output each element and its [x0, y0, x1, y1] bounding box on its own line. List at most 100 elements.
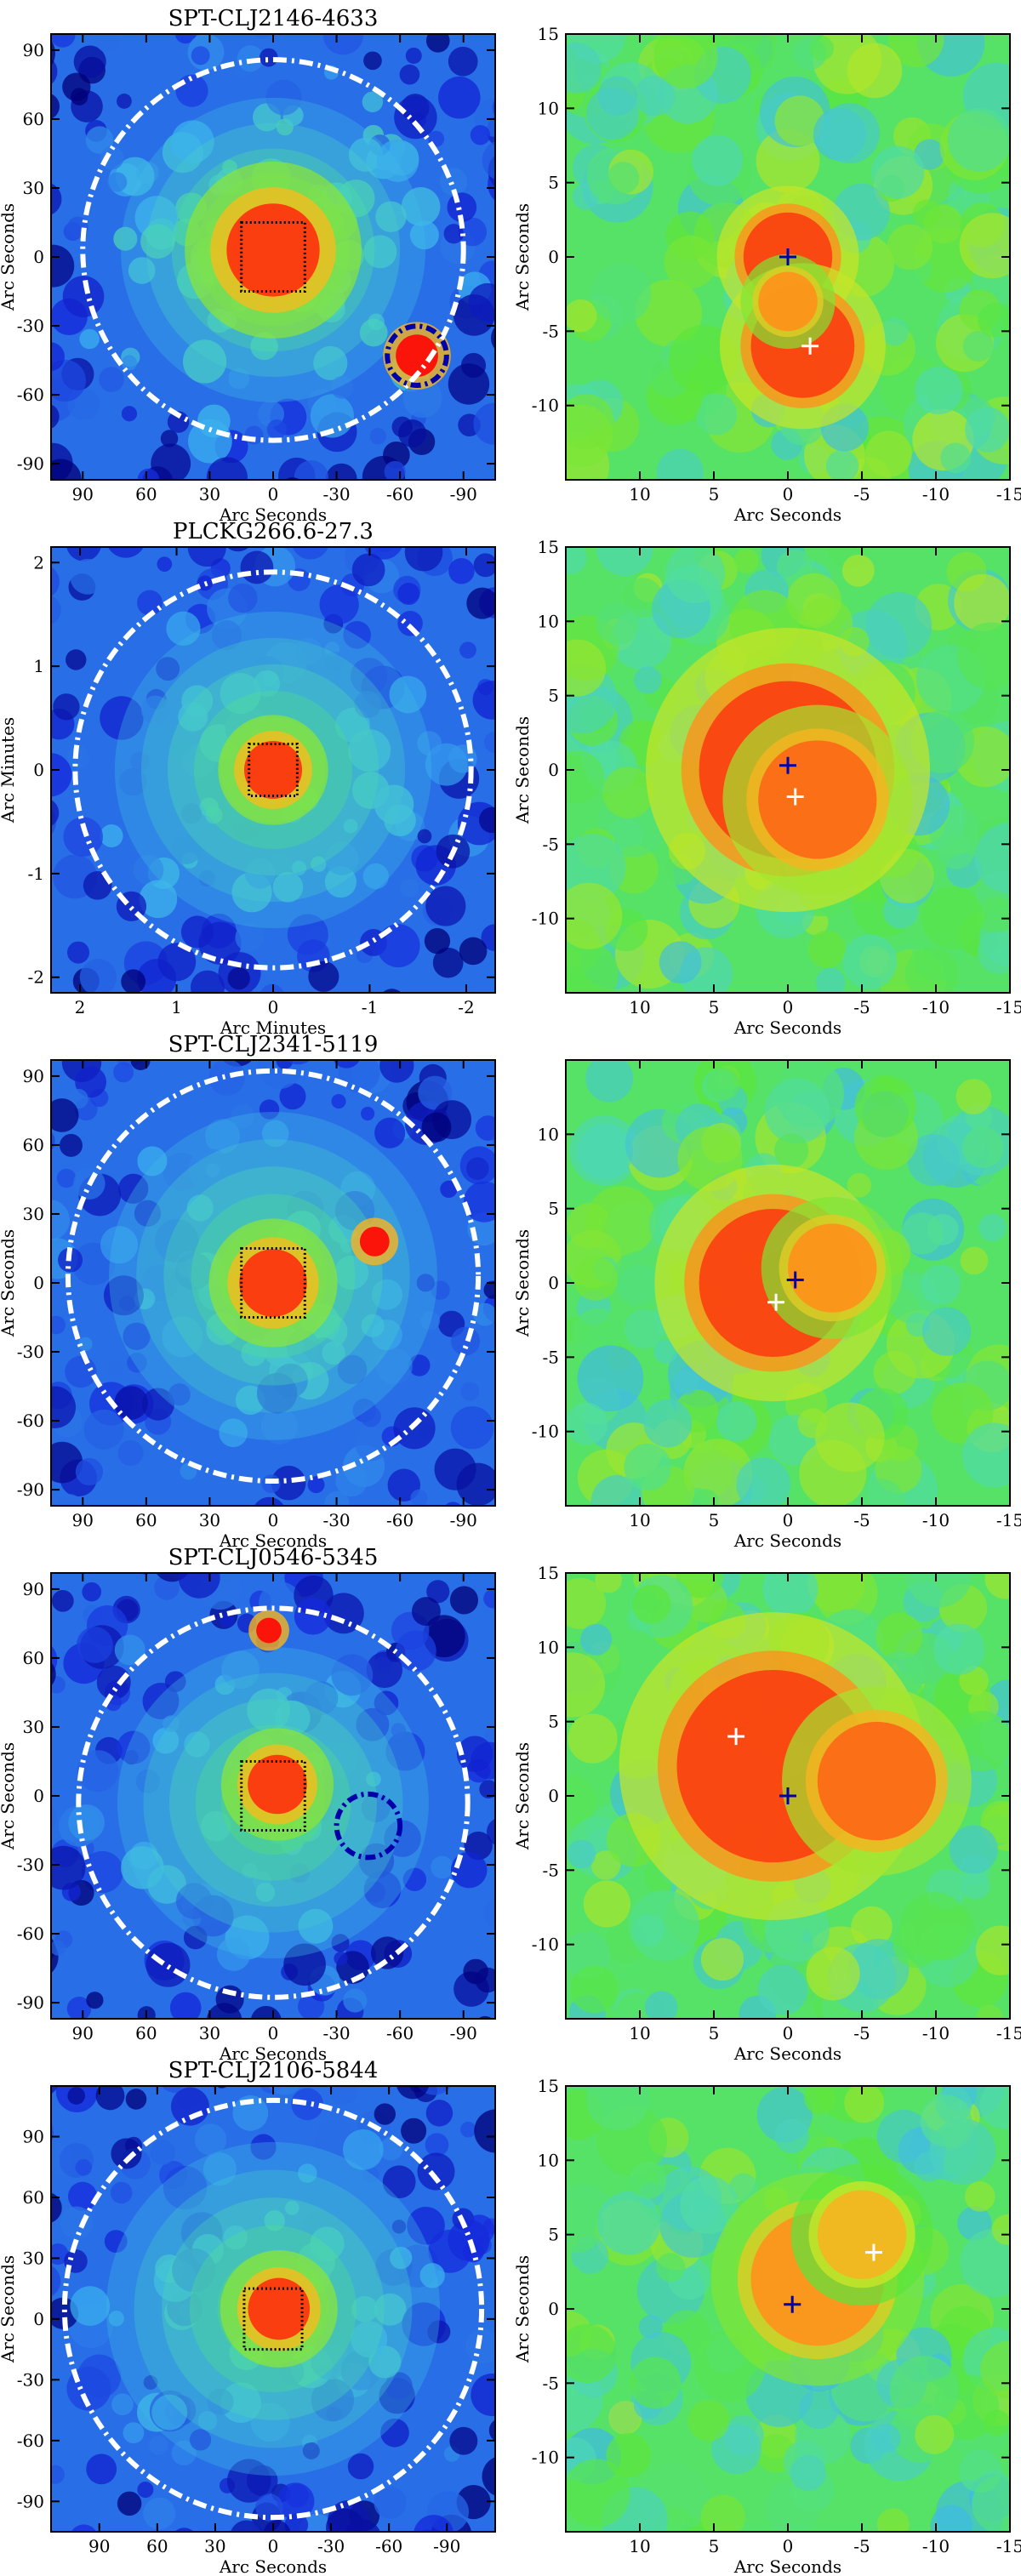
wide-field-panel: 2 1 0 -1 -2 2 1 0 -1 -2 Arc Minutes Arc Minutes	[0, 546, 496, 1038]
x-tick-label: 10	[629, 2023, 650, 2043]
x-tick-label: 0	[268, 2536, 279, 2556]
x-tick-label: -5	[853, 1510, 870, 1530]
zoom-region-box	[248, 743, 299, 797]
figure-row: SPT-CLJ2146-4633 90 60 30 0 -30 -60 -90 90 60 30 0 -…	[0, 6, 1021, 525]
x-tick-label: 0	[783, 997, 794, 1017]
position-cross-marker	[779, 1787, 796, 1804]
x-tick-label: 0	[783, 1510, 794, 1530]
x-tick-label: -30	[322, 2023, 350, 2043]
x-tick-label: 10	[629, 2536, 650, 2556]
x-tick-label: -5	[853, 484, 870, 504]
x-tick-label: -2	[458, 997, 474, 1017]
y-tick-label: 15	[538, 1563, 559, 1583]
extraction-circle	[61, 2097, 485, 2521]
y-axis-label: Arc Seconds	[512, 2255, 533, 2363]
y-tick-label: 30	[23, 178, 44, 198]
y-tick-label: 0	[33, 1273, 44, 1293]
y-tick-label: 5	[548, 686, 559, 706]
sky-image	[566, 1573, 1010, 2019]
sky-image	[51, 1573, 495, 2019]
x-tick-label: 0	[268, 484, 279, 504]
y-tick-label: 90	[23, 2127, 44, 2147]
x-axis-label: Arc Seconds	[733, 2556, 841, 2576]
x-axis-label: Arc Seconds	[219, 2556, 327, 2576]
y-tick-label: 60	[23, 109, 44, 129]
y-tick-label: 0	[33, 760, 44, 780]
x-tick-label: 0	[783, 2023, 794, 2043]
y-tick-label: 60	[23, 2187, 44, 2208]
y-tick-label: 1	[33, 656, 44, 676]
y-axis-label: Arc Seconds	[512, 203, 533, 311]
y-axis-label: Arc Seconds	[512, 1229, 533, 1337]
x-tick-label: 30	[199, 2023, 220, 2043]
y-tick-label: -5	[543, 1860, 559, 1880]
y-tick-label: 0	[33, 247, 44, 267]
position-cross-marker	[767, 1293, 785, 1311]
y-tick-label: -10	[532, 1422, 559, 1442]
sky-image	[51, 2086, 495, 2532]
y-tick-label: 2	[33, 552, 44, 573]
y-tick-label: 10	[538, 611, 559, 631]
x-tick-label: 0	[268, 2023, 279, 2043]
point-source	[359, 1226, 390, 1257]
y-axis-label: Arc Seconds	[512, 1742, 533, 1850]
figure-row: SPT-CLJ0546-5345 90 60 30 0 -30 -60 -90 90 60 30 0 -…	[0, 1545, 1021, 2064]
cluster-title: SPT-CLJ2106-5844	[168, 2058, 379, 2083]
y-tick-label: 5	[548, 1712, 559, 1732]
cluster-title: SPT-CLJ2341-5119	[168, 1032, 379, 1057]
position-cross-marker	[786, 788, 804, 806]
y-tick-label: 5	[548, 173, 559, 193]
cluster-title: SPT-CLJ2146-4633	[168, 6, 379, 31]
cluster-core	[248, 2277, 311, 2340]
zoom-panel: 10 5 0 -5 -10 -15 15 10 5 0 -5 -10 Arc Seconds Arc Se…	[512, 2076, 1021, 2576]
zoom-region-box	[240, 1759, 306, 1832]
x-tick-label: -60	[375, 2536, 402, 2556]
emission-peak	[817, 2190, 907, 2279]
zoom-panel: 10 5 0 -5 -10 -15 10 5 0 -5 -10 Arc Seconds Arc Seco…	[512, 1059, 1021, 1551]
x-tick-label: 0	[268, 997, 279, 1017]
sky-image	[566, 1060, 1010, 1506]
zoom-panel: 10 5 0 -5 -10 -15 15 10 5 0 -5 -10 Arc Seconds Arc Se…	[512, 1563, 1021, 2064]
x-tick-label: 1	[171, 997, 182, 1017]
x-tick-label: -90	[450, 2023, 477, 2043]
y-tick-label: 0	[33, 2309, 44, 2329]
x-tick-label: 10	[629, 997, 650, 1017]
extraction-circle	[65, 1068, 482, 1485]
y-tick-label: 60	[23, 1648, 44, 1668]
y-tick-label: -1	[28, 863, 44, 884]
sky-image	[566, 34, 1010, 480]
y-tick-label: 5	[548, 1199, 559, 1219]
y-tick-label: 0	[548, 2299, 559, 2319]
y-tick-label: 15	[538, 24, 559, 44]
x-tick-label: 5	[709, 2536, 720, 2556]
y-tick-label: -60	[17, 385, 44, 405]
x-tick-label: 60	[135, 2023, 157, 2043]
masked-source-circle	[385, 323, 449, 388]
x-tick-label: 90	[88, 2536, 110, 2556]
y-axis-label: Arc Seconds	[512, 716, 533, 824]
x-tick-label: -10	[922, 1510, 950, 1530]
x-tick-label: 60	[135, 484, 157, 504]
y-tick-label: -30	[17, 1342, 44, 1362]
x-tick-label: -90	[450, 1510, 477, 1530]
x-axis-label: Arc Seconds	[733, 1530, 841, 1551]
wide-field-panel: 90 60 30 0 -30 -60 -90 90 60 30 0 -30 -60 -90 Arc Seco…	[0, 1059, 496, 1551]
x-tick-label: 30	[204, 2536, 225, 2556]
y-tick-label: -10	[532, 909, 559, 929]
position-cross-marker	[864, 2243, 882, 2261]
y-axis-label: Arc Seconds	[0, 203, 18, 311]
x-tick-label: -30	[322, 1510, 350, 1530]
figure-row: SPT-CLJ2106-5844 90 60 30 0 -30 -60 -90 90 60 30 0 -…	[0, 2058, 1021, 2576]
x-tick-label: -10	[922, 484, 950, 504]
x-tick-label: -15	[996, 997, 1021, 1017]
x-tick-label: -60	[386, 484, 414, 504]
x-tick-label: 5	[709, 484, 720, 504]
position-cross-marker	[779, 756, 796, 774]
y-tick-label: -5	[543, 834, 559, 854]
masked-source-circle	[334, 1791, 403, 1861]
x-tick-label: -1	[362, 997, 378, 1017]
wide-field-panel: 90 60 30 0 -30 -60 -90 90 60 30 0 -30 -60 -90 Arc Seco…	[0, 1572, 496, 2064]
cluster-core	[248, 1754, 307, 1815]
extraction-circle	[80, 57, 466, 443]
